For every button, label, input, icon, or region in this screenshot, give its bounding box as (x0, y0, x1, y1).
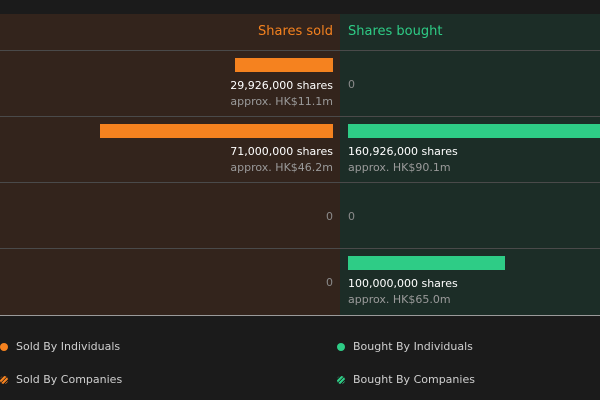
sold-zero-label: 0 (326, 276, 333, 289)
legend-item: Sold By Individuals (0, 340, 120, 354)
sold-header: Shares sold (257, 24, 333, 39)
row-divider (0, 116, 600, 117)
row-divider (0, 248, 600, 249)
insider-trading-chart: Shares sold Shares bought 29,926,000 sha… (0, 14, 600, 316)
sold-bar (235, 58, 333, 72)
bought-bar (348, 256, 505, 270)
bought-shares-label: 160,926,000 shares (348, 145, 458, 158)
sold-zero-label: 0 (326, 210, 333, 223)
legend-label: Bought By Individuals (353, 340, 473, 353)
row-divider (0, 182, 600, 183)
hatched-dot-icon (0, 376, 8, 384)
row-divider (0, 50, 600, 51)
legend-label: Sold By Individuals (16, 340, 121, 353)
bought-value-label: approx. HK$65.0m (348, 293, 451, 306)
legend-item: Bought By Companies (337, 373, 475, 387)
sold-value-label: approx. HK$11.1m (230, 95, 333, 108)
bought-zero-label: 0 (348, 210, 355, 223)
bought-shares-label: 100,000,000 shares (348, 277, 458, 290)
sold-shares-label: 29,926,000 shares (230, 79, 333, 92)
bought-bar (348, 124, 600, 138)
bought-zero-label: 0 (348, 78, 355, 91)
solid-dot-icon (337, 343, 345, 351)
legend-label: Bought By Companies (353, 373, 475, 386)
bought-header: Shares bought (348, 24, 443, 39)
sold-value-label: approx. HK$46.2m (230, 161, 333, 174)
legend-item: Bought By Individuals (337, 340, 473, 354)
hatched-dot-icon (337, 376, 345, 384)
legend-item: Sold By Companies (0, 373, 122, 387)
bought-value-label: approx. HK$90.1m (348, 161, 451, 174)
sold-bar (100, 124, 333, 138)
sold-shares-label: 71,000,000 shares (230, 145, 333, 158)
legend-label: Sold By Companies (16, 373, 123, 386)
solid-dot-icon (0, 343, 8, 351)
chart-bottom-line (0, 315, 600, 316)
